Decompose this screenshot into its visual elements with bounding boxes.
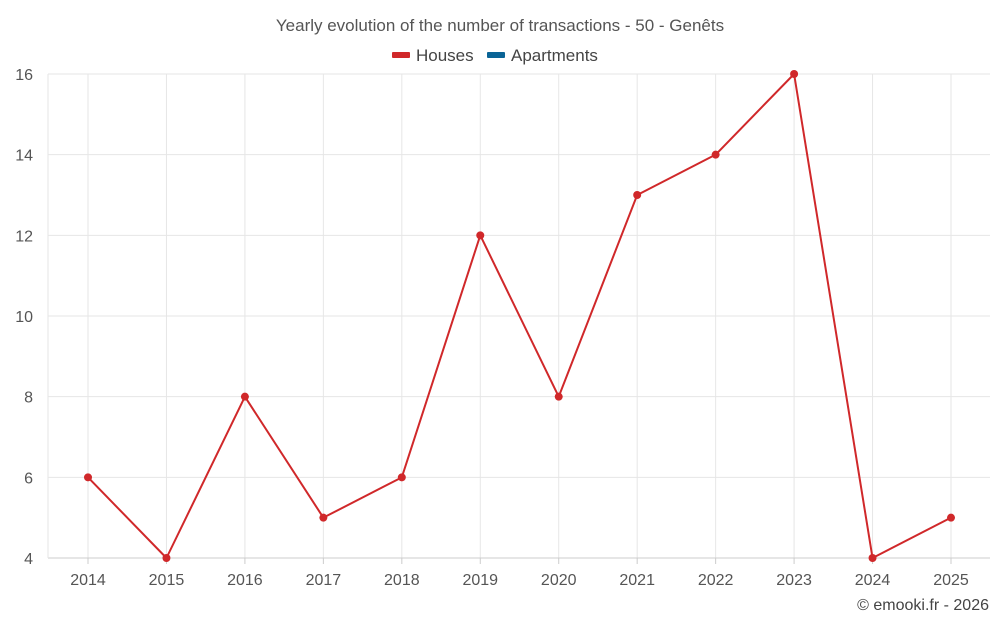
legend-item-apartments[interactable]: Apartments [487, 46, 598, 65]
x-tick-label: 2015 [149, 572, 185, 589]
x-tick-label: 2014 [70, 572, 106, 589]
y-tick-label: 14 [15, 148, 33, 165]
y-tick-label: 6 [24, 470, 33, 487]
x-tick-label: 2021 [619, 572, 655, 589]
y-tick-label: 8 [24, 390, 33, 407]
x-tick-label: 2025 [933, 572, 969, 589]
data-point-houses[interactable] [397, 473, 406, 482]
x-tick-label: 2018 [384, 572, 420, 589]
data-point-houses[interactable] [476, 231, 485, 240]
legend-swatch-houses [392, 52, 410, 58]
data-point-houses[interactable] [162, 554, 171, 562]
x-tick-label: 2024 [855, 572, 891, 589]
data-point-houses[interactable] [319, 513, 328, 522]
x-tick-label: 2020 [541, 572, 577, 589]
legend-label-houses: Houses [416, 46, 474, 65]
y-tick-label: 10 [15, 309, 33, 326]
x-tick-label: 2019 [462, 572, 498, 589]
data-point-houses[interactable] [240, 392, 249, 401]
data-point-houses[interactable] [554, 392, 563, 401]
x-tick-label: 2017 [306, 572, 342, 589]
x-tick-label: 2016 [227, 572, 263, 589]
data-point-houses[interactable] [947, 513, 955, 522]
grid [48, 73, 990, 558]
legend-swatch-apartments [487, 52, 505, 58]
series-houses [84, 70, 955, 562]
data-point-houses[interactable] [84, 473, 92, 482]
x-tick-label: 2022 [698, 572, 734, 589]
x-tick-label: 2023 [776, 572, 812, 589]
data-point-houses[interactable] [790, 70, 799, 78]
legend: Houses Apartments [392, 46, 598, 65]
axes: 4 6 8 10 12 14 16 2014 2015 2016 2017 2018 2019 2020 2… [15, 67, 990, 589]
data-point-houses[interactable] [633, 191, 642, 199]
legend-item-houses[interactable]: Houses [392, 46, 474, 65]
data-point-houses[interactable] [868, 554, 877, 562]
y-tick-label: 4 [24, 551, 33, 568]
credit-text: © emooki.fr - 2026 [857, 597, 989, 614]
y-tick-label: 16 [15, 67, 33, 84]
data-point-houses[interactable] [711, 150, 720, 159]
chart-title: Yearly evolution of the number of transa… [276, 16, 724, 35]
y-tick-label: 12 [15, 228, 33, 245]
series-line-houses [87, 73, 952, 559]
legend-label-apartments: Apartments [511, 46, 598, 65]
